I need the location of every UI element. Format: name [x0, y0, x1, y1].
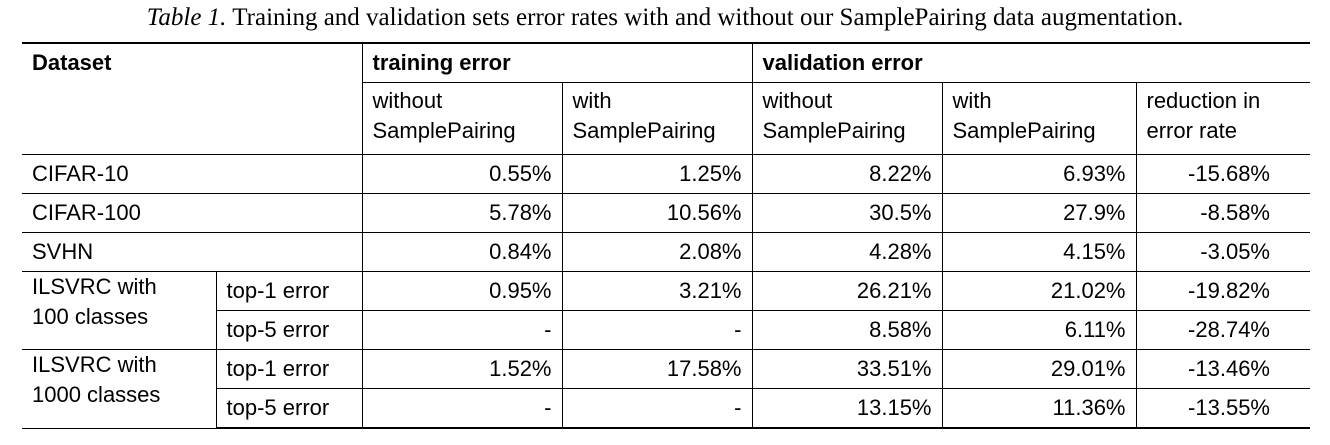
- header-reduction: reduction in error rate: [1135, 82, 1310, 155]
- row-label-cifar100: CIFAR-100: [22, 193, 362, 233]
- cell-train-without: 1.52%: [361, 349, 562, 389]
- row-sublabel-top5: top-5 error: [215, 388, 362, 429]
- header-train-without-line2: SamplePairing: [372, 118, 516, 143]
- row-label-ilsvrc100-line1: ILSVRC with: [32, 274, 157, 299]
- cell-train-without: 0.95%: [361, 271, 562, 311]
- row-label-svhn: SVHN: [22, 232, 362, 272]
- header-train-without-line1: without: [372, 88, 443, 113]
- row-label-ilsvrc1000-line2: 1000 classes: [32, 382, 161, 407]
- results-table: Dataset training error validation error …: [22, 42, 1310, 429]
- cell-val-with: 21.02%: [941, 271, 1136, 311]
- cell-train-without: 0.55%: [361, 154, 562, 194]
- caption-label: Table 1.: [146, 4, 227, 31]
- cell-train-with: 3.21%: [561, 271, 752, 311]
- cell-val-without: 26.21%: [751, 271, 942, 311]
- row-sublabel-top5: top-5 error: [215, 310, 362, 350]
- cell-val-with: 6.11%: [941, 310, 1136, 350]
- table-row-cifar100: CIFAR-100 5.78% 10.56% 30.5% 27.9% -8.58…: [22, 193, 1310, 233]
- cell-val-with: 4.15%: [941, 232, 1136, 272]
- header-val-without-line2: SamplePairing: [762, 118, 906, 143]
- header-train-with: with SamplePairing: [561, 82, 752, 155]
- cell-reduction: -8.58%: [1135, 193, 1310, 233]
- header-reduction-line1: reduction in: [1146, 88, 1261, 113]
- header-validation-error: validation error: [751, 42, 1310, 83]
- row-label-cifar10: CIFAR-10: [22, 154, 362, 194]
- cell-val-without: 8.22%: [751, 154, 942, 194]
- cell-val-without: 33.51%: [751, 349, 942, 389]
- header-val-without-line1: without: [762, 88, 833, 113]
- cell-reduction: -3.05%: [1135, 232, 1310, 272]
- cell-train-without: -: [361, 310, 562, 350]
- cell-train-with: -: [561, 310, 752, 350]
- cell-val-without: 13.15%: [751, 388, 942, 429]
- cell-reduction: -13.46%: [1135, 349, 1310, 389]
- table-caption: Table 1. Training and validation sets er…: [0, 4, 1330, 32]
- table-row-svhn: SVHN 0.84% 2.08% 4.28% 4.15% -3.05%: [22, 232, 1310, 272]
- cell-val-without: 4.28%: [751, 232, 942, 272]
- cell-reduction: -28.74%: [1135, 310, 1310, 350]
- table-row-cifar10: CIFAR-10 0.55% 1.25% 8.22% 6.93% -15.68%: [22, 154, 1310, 194]
- cell-train-with: 17.58%: [561, 349, 752, 389]
- cell-train-without: 0.84%: [361, 232, 562, 272]
- header-train-with-line1: with: [572, 88, 612, 113]
- cell-val-with: 27.9%: [941, 193, 1136, 233]
- cell-train-without: 5.78%: [361, 193, 562, 233]
- table-row-ilsvrc100-top1: ILSVRC with 100 classes top-1 error 0.95…: [22, 271, 1310, 350]
- cell-train-with: 10.56%: [561, 193, 752, 233]
- table-row-ilsvrc1000-top1: ILSVRC with 1000 classes top-1 error 1.5…: [22, 349, 1310, 429]
- caption-text: Training and validation sets error rates…: [232, 4, 1184, 31]
- header-train-with-line2: SamplePairing: [572, 118, 716, 143]
- row-label-ilsvrc100: ILSVRC with 100 classes: [22, 271, 216, 350]
- header-training-error: training error: [361, 42, 752, 83]
- row-label-ilsvrc100-line2: 100 classes: [32, 304, 149, 329]
- header-val-with-line1: with: [952, 88, 992, 113]
- header-reduction-line2: error rate: [1146, 118, 1237, 143]
- cell-val-without: 30.5%: [751, 193, 942, 233]
- header-val-with-line2: SamplePairing: [952, 118, 1096, 143]
- cell-train-without: -: [361, 388, 562, 429]
- cell-reduction: -19.82%: [1135, 271, 1310, 311]
- row-label-ilsvrc1000-line1: ILSVRC with: [32, 352, 157, 377]
- cell-val-with: 6.93%: [941, 154, 1136, 194]
- header-row-sub: without SamplePairing with SamplePairing…: [22, 82, 1310, 155]
- cell-train-with: 1.25%: [561, 154, 752, 194]
- cell-train-with: 2.08%: [561, 232, 752, 272]
- table-row-ilsvrc1000-top5: top-5 error - - 13.15% 11.36% -13.55%: [22, 388, 1310, 429]
- cell-reduction: -15.68%: [1135, 154, 1310, 194]
- cell-val-with: 29.01%: [941, 349, 1136, 389]
- cell-val-without: 8.58%: [751, 310, 942, 350]
- header-train-without: without SamplePairing: [361, 82, 562, 155]
- cell-reduction: -13.55%: [1135, 388, 1310, 429]
- cell-val-with: 11.36%: [941, 388, 1136, 429]
- row-sublabel-top1: top-1 error: [215, 349, 362, 389]
- row-sublabel-top1: top-1 error: [215, 271, 362, 311]
- cell-train-with: -: [561, 388, 752, 429]
- header-val-with: with SamplePairing: [941, 82, 1136, 155]
- header-val-without: without SamplePairing: [751, 82, 942, 155]
- table-row-ilsvrc100-top5: top-5 error - - 8.58% 6.11% -28.74%: [22, 310, 1310, 350]
- header-dataset: Dataset: [22, 42, 362, 155]
- row-label-ilsvrc1000: ILSVRC with 1000 classes: [22, 349, 216, 429]
- header-row-groups: Dataset training error validation error: [22, 42, 1310, 155]
